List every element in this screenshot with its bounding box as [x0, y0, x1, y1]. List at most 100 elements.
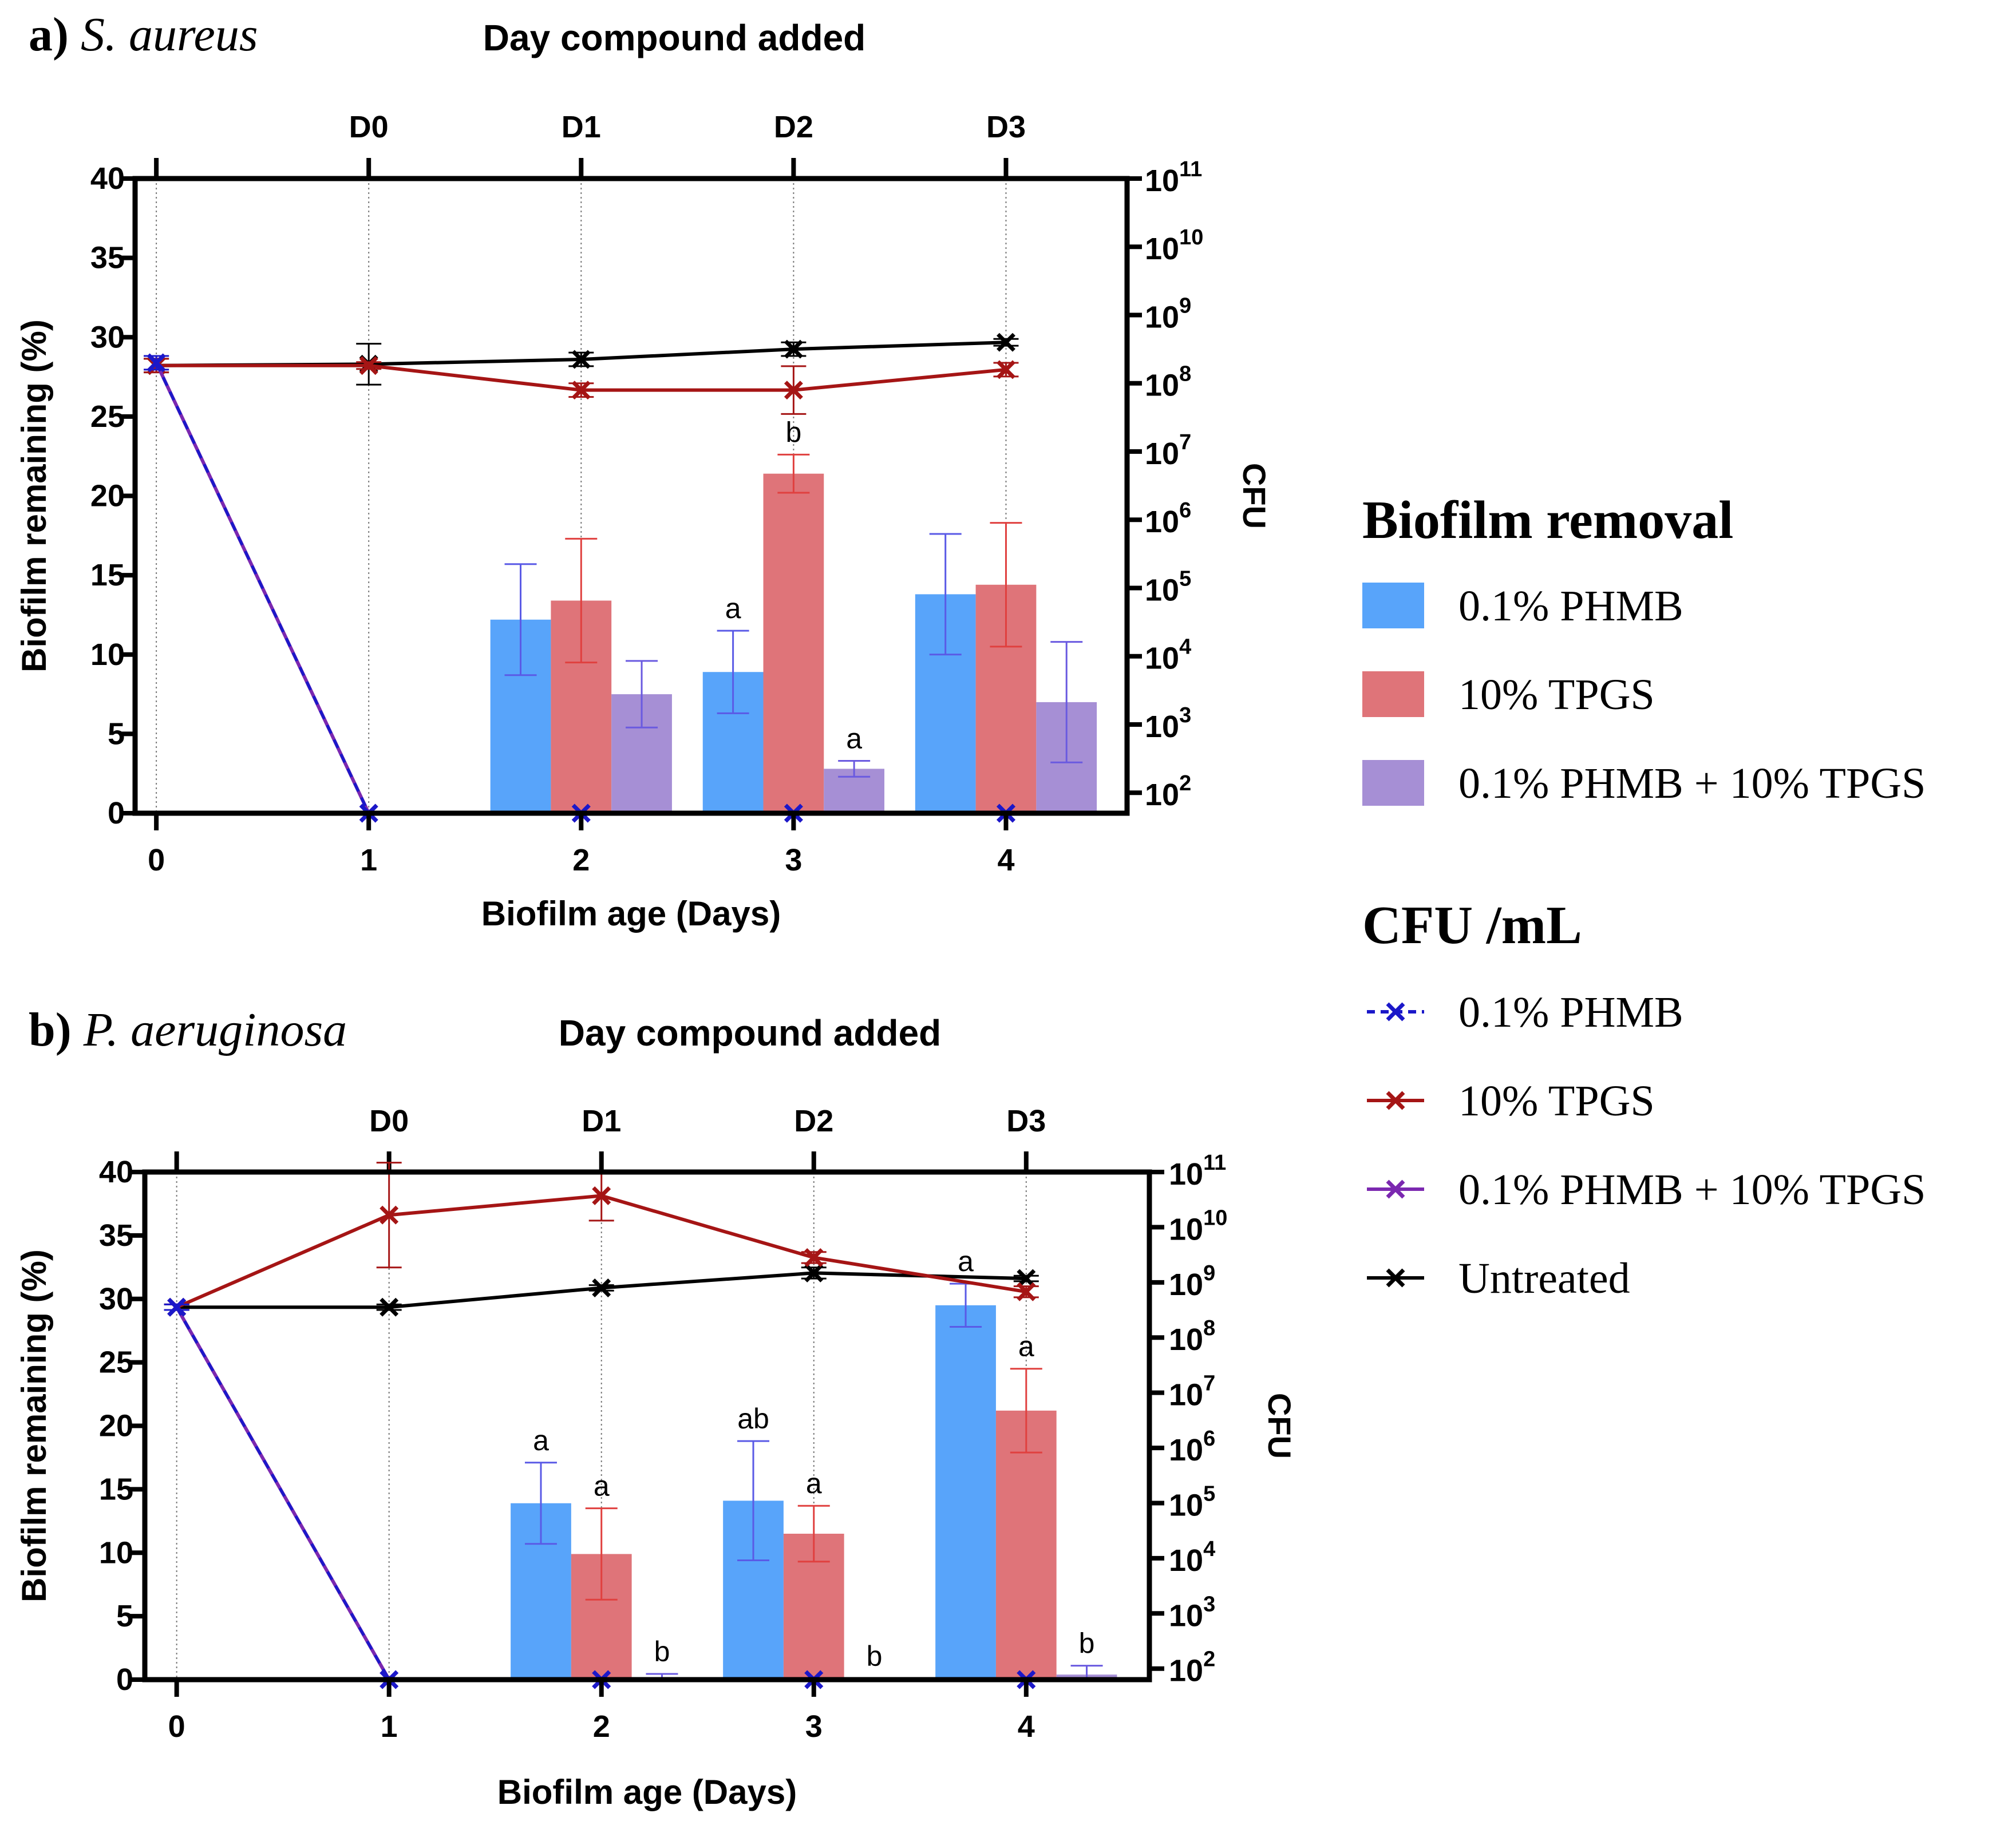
legend-swatch	[1362, 671, 1424, 717]
panel-a-chart: a) S. aureus Day compound added D0 D1 D2 D3 a b…	[15, 8, 1272, 933]
y2-tick-label: 106	[1169, 1427, 1215, 1467]
panel-b-chart: b) P. aeruginosa Day compound added D0 D1 D2…	[15, 1003, 1298, 1811]
cfu-marker	[147, 353, 166, 373]
top-tick-label: D3	[986, 110, 1026, 144]
cfu-marker	[359, 356, 378, 375]
x-tick-label: 0	[168, 1709, 185, 1744]
y2-tick-label: 107	[1145, 430, 1191, 471]
significance-label: a	[725, 592, 741, 624]
cfu-marker	[997, 360, 1015, 379]
y2-tick-label: 107	[1169, 1372, 1215, 1412]
y2-tick-exponent: 3	[1203, 1592, 1215, 1616]
y2-tick-label: 109	[1169, 1261, 1215, 1302]
y2-tick-base: 10	[1169, 1212, 1203, 1246]
legend-label: 10% TPGS	[1458, 1077, 1655, 1125]
y2-tick-base: 10	[1145, 164, 1179, 198]
y2-tick-exponent: 10	[1179, 225, 1203, 250]
legend-label: Untreated	[1458, 1254, 1630, 1303]
significance-label: a	[806, 1467, 822, 1499]
cfu-marker-stroke	[804, 1248, 824, 1267]
y2-tick-exponent: 11	[1179, 157, 1202, 181]
y-tick-label: 15	[90, 558, 125, 592]
y2-tick-base: 10	[1169, 1157, 1203, 1191]
legend-label: 0.1% PHMB	[1458, 582, 1683, 630]
top-tick-label: D2	[774, 110, 813, 144]
y2-tick-base: 10	[1145, 778, 1179, 812]
y2-tick-base: 10	[1169, 1543, 1203, 1578]
x-axis-label: Biofilm age (Days)	[497, 1773, 797, 1811]
y2-tick-base: 10	[1169, 1378, 1203, 1412]
cfu-marker-stroke	[804, 1263, 824, 1282]
x-tick-label: 3	[785, 843, 802, 877]
y2-tick-label: 108	[1169, 1316, 1215, 1357]
significance-label: b	[785, 416, 801, 448]
cfu-marker	[167, 1297, 187, 1317]
y2-tick-base: 10	[1169, 1268, 1203, 1302]
y2-tick-label: 1011	[1169, 1151, 1226, 1191]
x-tick-label: 3	[805, 1709, 823, 1744]
cfu-marker	[592, 1278, 611, 1297]
bar	[935, 1305, 996, 1680]
legend-label: 0.1% PHMB + 10% TPGS	[1458, 759, 1926, 807]
y2-tick-exponent: 8	[1203, 1316, 1215, 1340]
legend-marker	[1386, 1268, 1405, 1288]
y2-tick-label: 1010	[1145, 225, 1203, 266]
x-tick-label: 4	[1018, 1709, 1035, 1744]
y2-tick-base: 10	[1145, 642, 1179, 676]
x-tick-label: 0	[148, 843, 165, 877]
top-tick-label: D1	[582, 1104, 621, 1138]
cfu-marker-stroke	[380, 1205, 399, 1225]
cfu-marker	[784, 381, 803, 400]
y2-tick-label: 105	[1169, 1482, 1215, 1522]
significance-label: a	[533, 1424, 549, 1456]
y-tick-label: 0	[116, 1662, 133, 1697]
cfu-marker	[380, 1297, 399, 1317]
y2-tick-label: 1011	[1145, 157, 1202, 198]
top-tick-label: D0	[349, 110, 389, 144]
y2-tick-base: 10	[1145, 573, 1179, 607]
cfu-marker-stroke	[571, 381, 591, 400]
significance-label: a	[958, 1245, 974, 1277]
panel-organism: P. aeruginosa	[83, 1003, 347, 1056]
y-tick-label: 35	[99, 1218, 133, 1253]
y2-axis-label: CFU	[1262, 1393, 1298, 1459]
legend-label: 0.1% PHMB	[1458, 988, 1683, 1036]
top-tick-label: D0	[369, 1104, 409, 1138]
y2-tick-exponent: 11	[1203, 1151, 1226, 1175]
panel-organism: S. aureus	[81, 8, 258, 61]
y2-tick-label: 103	[1169, 1592, 1215, 1633]
cfu-marker	[380, 1205, 399, 1225]
y2-tick-exponent: 2	[1179, 771, 1191, 795]
bar	[763, 473, 824, 813]
y-tick-label: 40	[90, 161, 125, 196]
y2-tick-exponent: 6	[1179, 498, 1191, 522]
y2-tick-base: 10	[1145, 300, 1179, 334]
y2-tick-label: 102	[1145, 771, 1191, 812]
bar	[995, 1410, 1057, 1680]
y-tick-label: 10	[90, 638, 125, 672]
legend-label: 0.1% PHMB + 10% TPGS	[1458, 1166, 1926, 1214]
cfu-marker	[804, 1248, 824, 1267]
x-tick-label: 4	[997, 843, 1014, 877]
x-tick-label: 1	[360, 843, 377, 877]
y-tick-label: 30	[90, 320, 125, 354]
y2-tick-label: 105	[1145, 567, 1191, 607]
y2-tick-label: 102	[1169, 1648, 1215, 1688]
y2-tick-base: 10	[1169, 1323, 1203, 1357]
y2-tick-base: 10	[1169, 1598, 1203, 1633]
y2-tick-exponent: 6	[1203, 1427, 1215, 1451]
y2-tick-exponent: 7	[1179, 430, 1191, 454]
y-tick-label: 30	[99, 1282, 133, 1316]
y2-tick-base: 10	[1145, 437, 1179, 471]
x-axis-label: Biofilm age (Days)	[481, 894, 781, 933]
cfu-marker-stroke	[784, 381, 803, 400]
y2-tick-label: 104	[1145, 635, 1191, 676]
y-tick-label: 25	[99, 1345, 133, 1380]
y2-tick-exponent: 9	[1179, 294, 1191, 318]
legend-label: 10% TPGS	[1458, 671, 1655, 719]
cfu-marker-stroke	[997, 332, 1015, 352]
y2-tick-base: 10	[1145, 710, 1179, 744]
cfu-marker-stroke	[359, 356, 378, 375]
y2-tick-exponent: 4	[1203, 1537, 1215, 1561]
y2-tick-exponent: 10	[1203, 1206, 1227, 1230]
